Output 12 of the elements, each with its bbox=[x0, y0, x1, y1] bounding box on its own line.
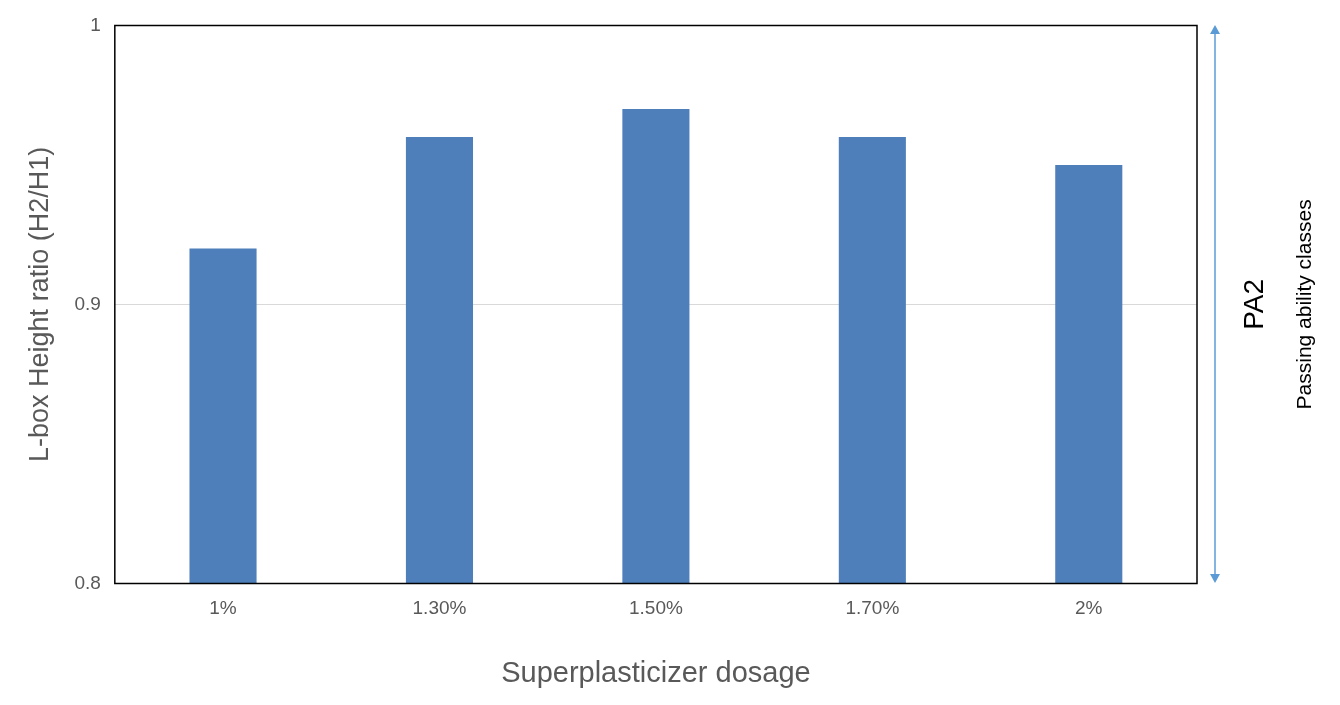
x-tick-label: 1% bbox=[209, 597, 237, 619]
x-tick-label: 1.70% bbox=[845, 597, 900, 619]
x-tick-label: 1.50% bbox=[628, 597, 683, 619]
y-axis-title: L-box Height ratio (H2/H1) bbox=[23, 146, 54, 462]
y-tick-label: 1 bbox=[90, 13, 101, 35]
y-tick-label: 0.9 bbox=[74, 292, 101, 314]
y-tick-label: 0.8 bbox=[74, 571, 101, 593]
y2-axis-title: Passing ability classes bbox=[1291, 199, 1315, 410]
x-tick-label: 2% bbox=[1075, 597, 1103, 619]
x-axis-title: Superplasticizer dosage bbox=[501, 655, 811, 688]
text: PA2 bbox=[1237, 278, 1269, 330]
x-tick-label: 1.30% bbox=[412, 597, 467, 619]
